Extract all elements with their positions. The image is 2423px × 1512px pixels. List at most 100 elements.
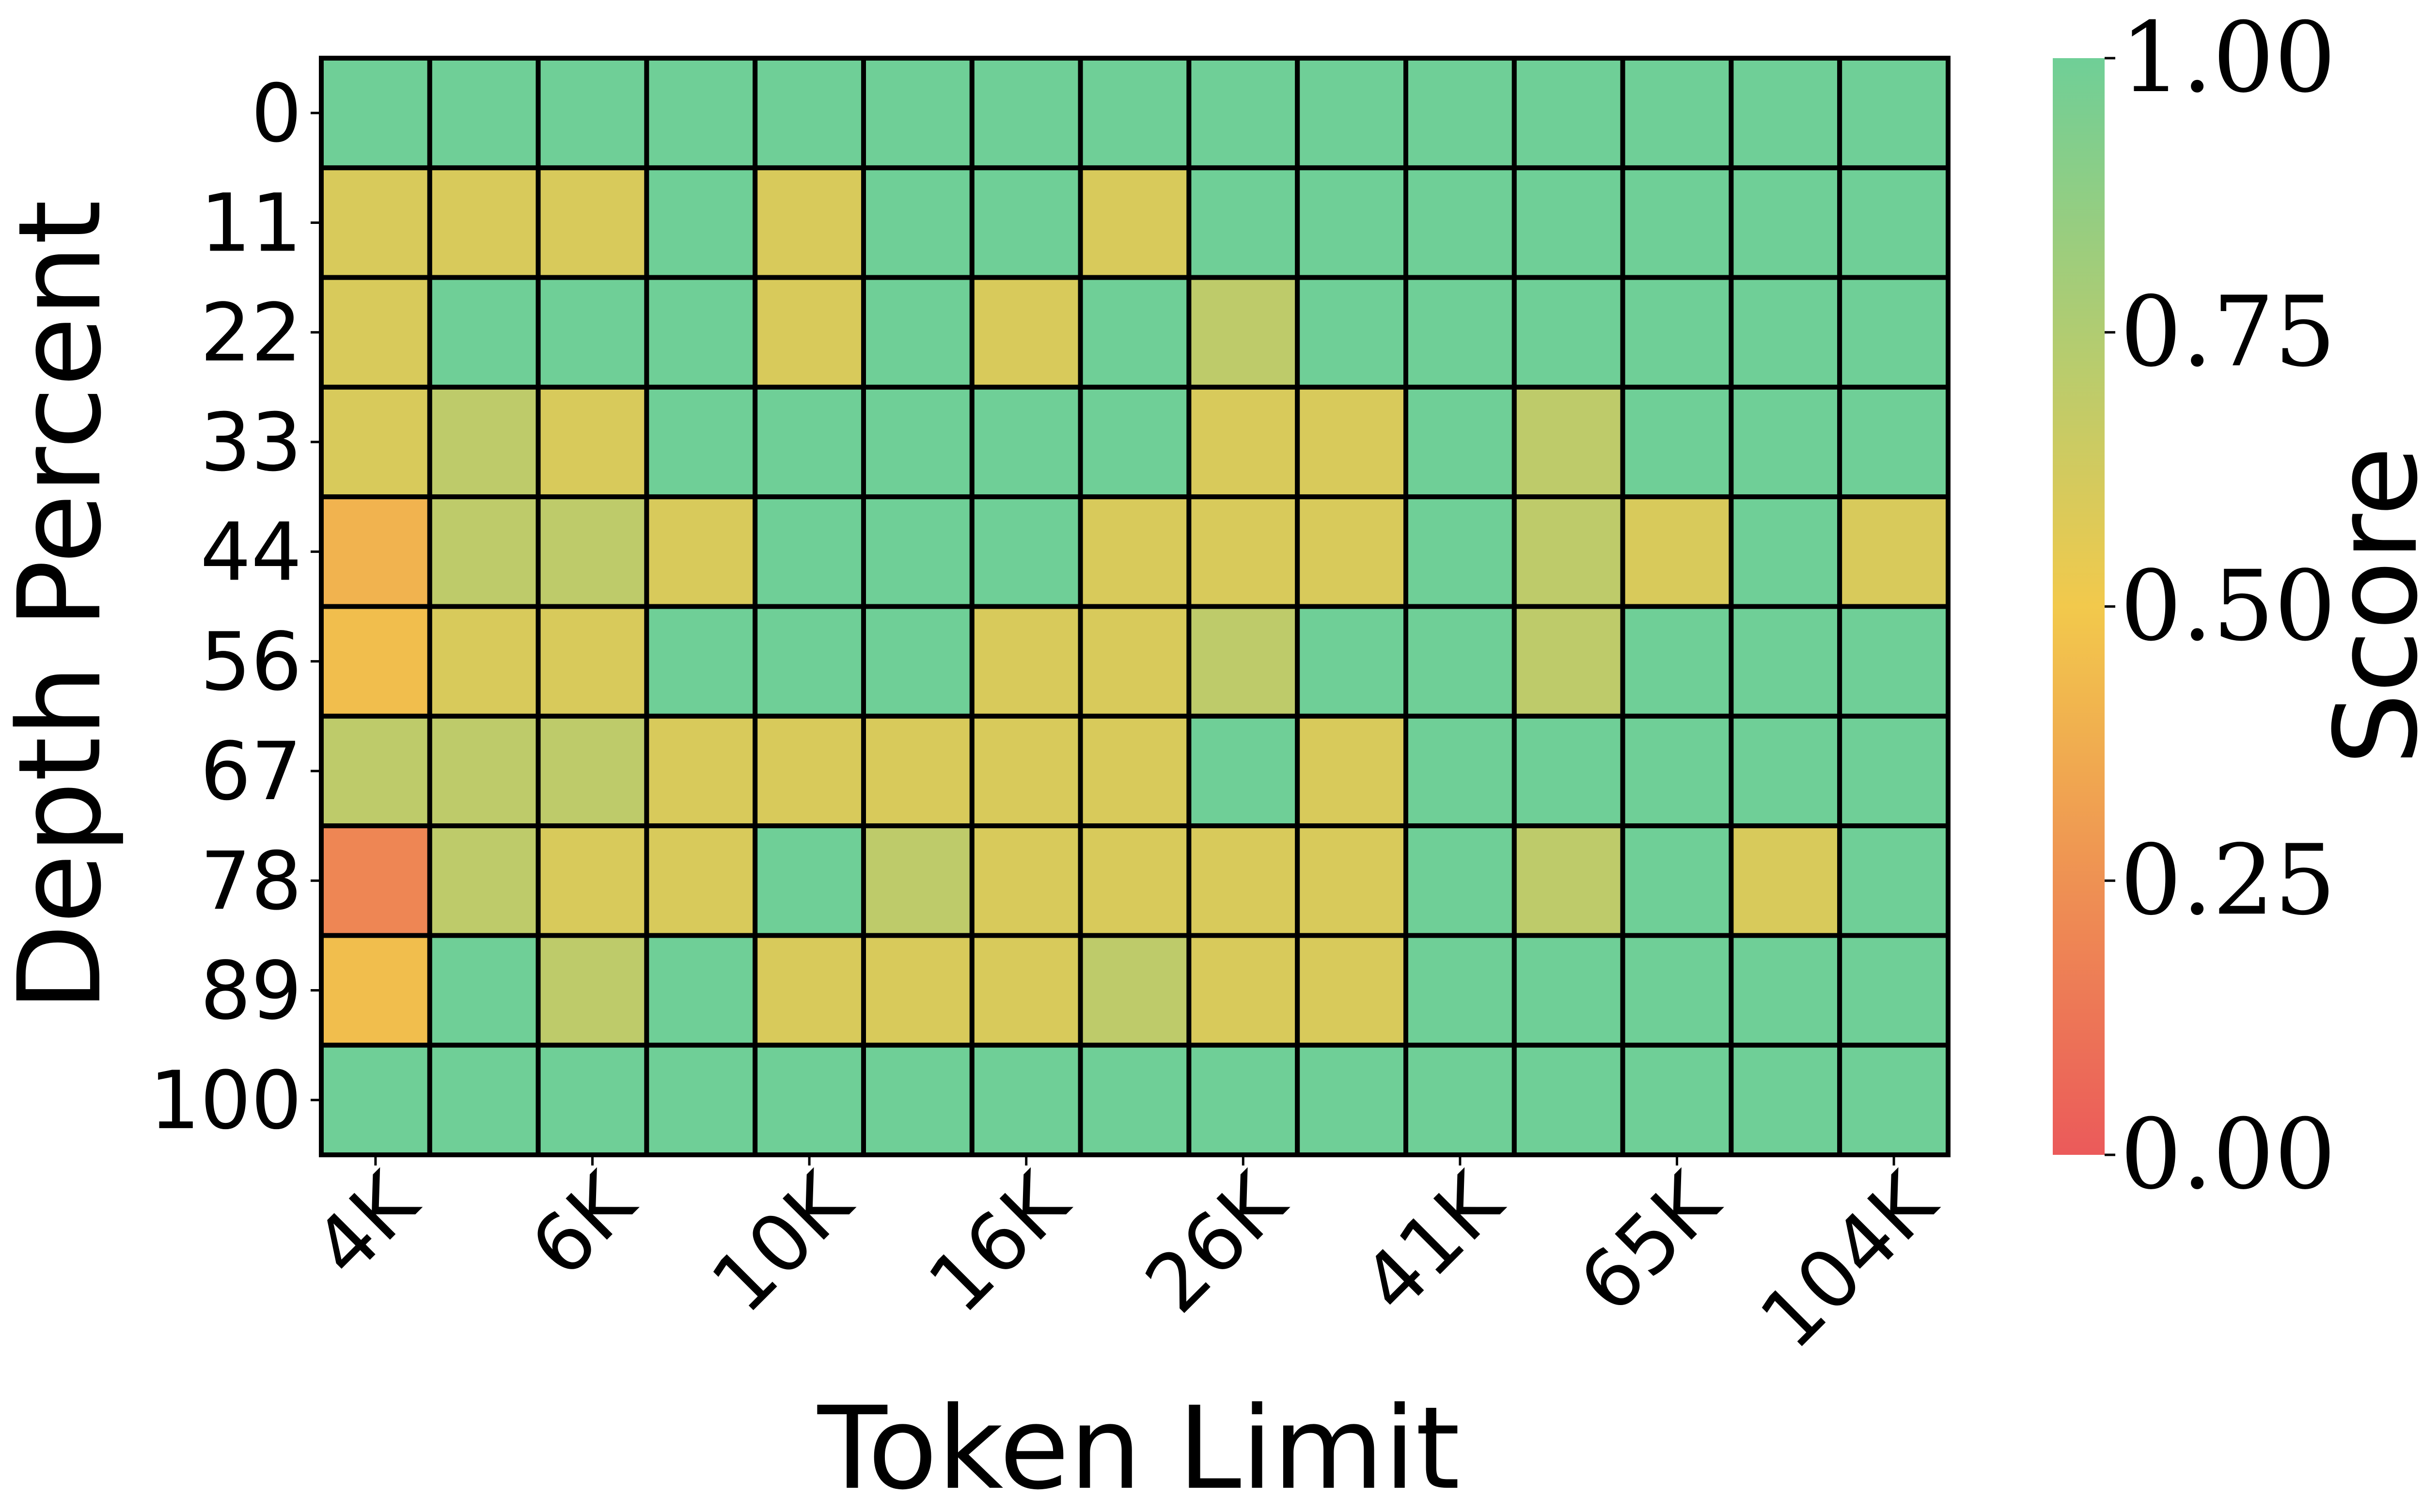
heatmap-cell (644, 384, 758, 500)
x-tick-label: 16K (911, 1154, 1087, 1330)
heatmap-cell (1078, 275, 1192, 390)
heatmap-cell (1729, 165, 1842, 280)
heatmap-cell (1837, 56, 1951, 171)
heatmap-cell (1403, 713, 1517, 829)
heatmap-cell (1729, 56, 1842, 171)
heatmap-cell (1295, 165, 1408, 280)
x-axis-ticks: 4K 6K 10K 16K 26K 41K 65K 104K (296, 1154, 1954, 1367)
heatmap-cell (535, 933, 649, 1048)
heatmap-cell (969, 165, 1083, 280)
heatmap-cell (1511, 1042, 1625, 1157)
colorbar (2053, 58, 2105, 1155)
heatmap-cell (427, 275, 541, 390)
y-tick-label: 56 (200, 615, 302, 709)
heatmap-cell (319, 823, 432, 938)
heatmap-cell (427, 713, 541, 829)
heatmap-cell (644, 165, 758, 280)
heatmap-cell (753, 275, 866, 390)
heatmap-cell (535, 1042, 649, 1157)
x-tick-label: 104K (1743, 1154, 1955, 1367)
heatmap-cell (1511, 56, 1625, 171)
heatmap-cell (644, 933, 758, 1048)
heatmap-cell (969, 933, 1083, 1048)
heatmap-cell (1511, 494, 1625, 609)
heatmap-cell (1620, 1042, 1734, 1157)
heatmap-cell (861, 604, 975, 719)
colorbar-label: Score (2311, 446, 2423, 765)
heatmap-cell (1511, 165, 1625, 280)
heatmap-cell (1403, 1042, 1517, 1157)
heatmap-cell (644, 275, 758, 390)
heatmap-cell (1078, 823, 1192, 938)
heatmap-cell (1078, 604, 1192, 719)
x-tick-label: 4K (296, 1154, 436, 1294)
heatmap-cell (861, 494, 975, 609)
heatmap-cell (427, 604, 541, 719)
heatmap-cell (1729, 1042, 1842, 1157)
heatmap-cell (1295, 933, 1408, 1048)
x-tick-label: 65K (1561, 1154, 1737, 1330)
heatmap-cell (1729, 933, 1842, 1048)
heatmap-cell (1729, 494, 1842, 609)
heatmap-cell (644, 713, 758, 829)
heatmap-cell (1078, 933, 1192, 1048)
y-tick-label: 100 (149, 1054, 302, 1147)
heatmap-cell (1186, 275, 1300, 390)
heatmap-cell (861, 823, 975, 938)
heatmap-cell (1620, 604, 1734, 719)
heatmap-cell (319, 384, 432, 500)
heatmap-cell (1186, 384, 1300, 500)
heatmap-cell (1729, 823, 1842, 938)
y-tick-label: 0 (251, 67, 302, 160)
colorbar-tick-label: 0.25 (2120, 824, 2336, 937)
heatmap-cell (427, 494, 541, 609)
heatmap-cell (753, 384, 866, 500)
heatmap-cell (1186, 165, 1300, 280)
y-tick-label: 78 (200, 835, 302, 928)
heatmap-cell (1511, 713, 1625, 829)
heatmap-cell (644, 56, 758, 171)
y-tick-label: 89 (200, 945, 302, 1038)
heatmap-cell (427, 823, 541, 938)
x-tick-label: 10K (694, 1154, 870, 1330)
heatmap-cell (427, 384, 541, 500)
y-tick-label: 22 (200, 286, 302, 379)
heatmap-cell (1186, 713, 1300, 829)
heatmap-cell (535, 823, 649, 938)
heatmap-cell (861, 713, 975, 829)
x-axis-label: Token Limit (817, 1383, 1460, 1512)
heatmap-cell (1729, 713, 1842, 829)
heatmap-cell (861, 1042, 975, 1157)
heatmap-cell (535, 713, 649, 829)
heatmap-cell (535, 494, 649, 609)
heatmap-cell (753, 56, 866, 171)
heatmap-cell (1403, 56, 1517, 171)
heatmap-cell (1295, 275, 1408, 390)
heatmap-cell (1729, 384, 1842, 500)
heatmap-cell (1511, 823, 1625, 938)
heatmap-cell (1078, 494, 1192, 609)
heatmap-cell (969, 713, 1083, 829)
heatmap-cell (1403, 384, 1517, 500)
heatmap-cell (1186, 823, 1300, 938)
y-axis-ticks: 0 11 22 33 44 56 67 78 89 100 (149, 67, 321, 1147)
heatmap-cell (1295, 604, 1408, 719)
heatmap-cell (1403, 933, 1517, 1048)
heatmap-cell (1078, 713, 1192, 829)
heatmap-cell (861, 165, 975, 280)
heatmap-cell (1186, 933, 1300, 1048)
heatmap-cell (1511, 275, 1625, 390)
colorbar-tick-label: 0.00 (2120, 1098, 2336, 1211)
heatmap-cell (319, 933, 432, 1048)
heatmap-cell (427, 56, 541, 171)
heatmap-cell (535, 275, 649, 390)
heatmap-cell (753, 1042, 866, 1157)
heatmap-cell (319, 165, 432, 280)
heatmap-cell (1620, 165, 1734, 280)
heatmap-cell (753, 713, 866, 829)
heatmap-cell (427, 1042, 541, 1157)
heatmap-cell (1837, 165, 1951, 280)
heatmap-cell (753, 933, 866, 1048)
heatmap-cell (1078, 165, 1192, 280)
heatmap-cell (969, 604, 1083, 719)
